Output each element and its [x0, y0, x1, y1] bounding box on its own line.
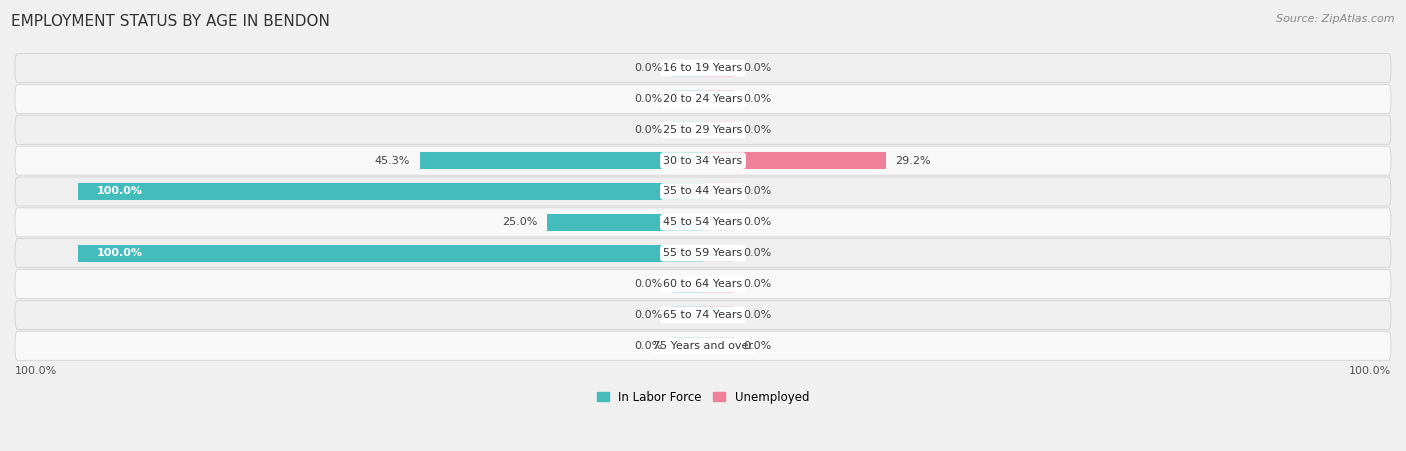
Text: 0.0%: 0.0% [634, 310, 662, 320]
Text: 100.0%: 100.0% [96, 248, 142, 258]
FancyBboxPatch shape [15, 84, 1391, 113]
Text: 0.0%: 0.0% [634, 63, 662, 73]
Bar [547, 214, 703, 231]
Text: 0.0%: 0.0% [744, 186, 772, 197]
Bar [703, 214, 734, 231]
Bar [703, 337, 734, 354]
Text: 45 to 54 Years: 45 to 54 Years [664, 217, 742, 227]
FancyBboxPatch shape [15, 270, 1391, 299]
Text: 0.0%: 0.0% [744, 63, 772, 73]
Text: 60 to 64 Years: 60 to 64 Years [664, 279, 742, 289]
Text: 100.0%: 100.0% [1348, 366, 1391, 376]
Text: 0.0%: 0.0% [744, 248, 772, 258]
Text: 0.0%: 0.0% [634, 125, 662, 135]
Text: 0.0%: 0.0% [744, 125, 772, 135]
FancyBboxPatch shape [15, 177, 1391, 206]
Bar [77, 245, 703, 262]
Bar [703, 276, 734, 293]
Bar [672, 337, 703, 354]
Bar [672, 276, 703, 293]
Text: 65 to 74 Years: 65 to 74 Years [664, 310, 742, 320]
Text: 29.2%: 29.2% [896, 156, 931, 166]
Text: 20 to 24 Years: 20 to 24 Years [664, 94, 742, 104]
FancyBboxPatch shape [15, 115, 1391, 144]
Bar [703, 90, 734, 107]
FancyBboxPatch shape [15, 208, 1391, 237]
Text: 55 to 59 Years: 55 to 59 Years [664, 248, 742, 258]
Text: 0.0%: 0.0% [744, 217, 772, 227]
Text: 100.0%: 100.0% [96, 186, 142, 197]
Bar [703, 245, 734, 262]
Text: 35 to 44 Years: 35 to 44 Years [664, 186, 742, 197]
FancyBboxPatch shape [15, 239, 1391, 268]
Text: 45.3%: 45.3% [375, 156, 411, 166]
Text: 0.0%: 0.0% [744, 94, 772, 104]
FancyBboxPatch shape [15, 146, 1391, 175]
Bar [703, 60, 734, 77]
Bar [77, 183, 703, 200]
Text: 0.0%: 0.0% [634, 341, 662, 351]
Text: Source: ZipAtlas.com: Source: ZipAtlas.com [1277, 14, 1395, 23]
Text: 0.0%: 0.0% [634, 94, 662, 104]
Legend: In Labor Force, Unemployed: In Labor Force, Unemployed [598, 391, 808, 404]
FancyBboxPatch shape [15, 331, 1391, 360]
Text: 0.0%: 0.0% [744, 310, 772, 320]
Bar [672, 60, 703, 77]
Text: 0.0%: 0.0% [744, 341, 772, 351]
Bar [672, 306, 703, 323]
Text: 30 to 34 Years: 30 to 34 Years [664, 156, 742, 166]
Text: 0.0%: 0.0% [744, 279, 772, 289]
Bar [703, 152, 886, 169]
Text: 25 to 29 Years: 25 to 29 Years [664, 125, 742, 135]
FancyBboxPatch shape [15, 54, 1391, 83]
Text: 16 to 19 Years: 16 to 19 Years [664, 63, 742, 73]
Text: 75 Years and over: 75 Years and over [652, 341, 754, 351]
Text: 100.0%: 100.0% [15, 366, 58, 376]
Text: 25.0%: 25.0% [502, 217, 537, 227]
FancyBboxPatch shape [15, 300, 1391, 329]
Bar [703, 121, 734, 138]
Text: 0.0%: 0.0% [634, 279, 662, 289]
Bar [703, 306, 734, 323]
Bar [419, 152, 703, 169]
Bar [672, 90, 703, 107]
Bar [703, 183, 734, 200]
Bar [672, 121, 703, 138]
Text: EMPLOYMENT STATUS BY AGE IN BENDON: EMPLOYMENT STATUS BY AGE IN BENDON [11, 14, 330, 28]
